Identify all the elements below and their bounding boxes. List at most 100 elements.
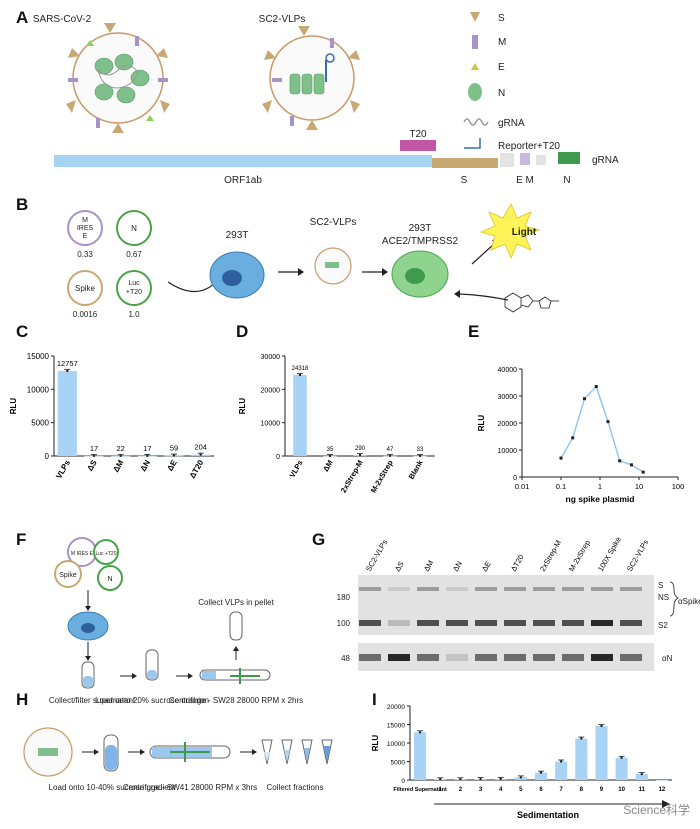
s-bar — [432, 158, 498, 168]
panel-letter-c: C — [16, 322, 29, 341]
y-tick-label: 30000 — [498, 394, 518, 401]
sc2-vlp-virion — [262, 26, 360, 130]
band — [591, 620, 613, 626]
f-plasmid-2: Luc +T20 — [96, 551, 117, 557]
y-tick-label: 5000 — [391, 760, 406, 767]
band — [475, 620, 497, 626]
data-label: 290 — [355, 446, 366, 452]
y-tick-label: 15000 — [387, 723, 405, 730]
band-ns: NS — [658, 593, 669, 602]
band — [504, 654, 526, 661]
lane-label: ΔS — [393, 560, 406, 573]
f-step-1: Collect/filter supernatant — [49, 696, 136, 705]
arrow-icon — [662, 800, 670, 808]
panel-g: SC2-VLPs ΔS ΔM ΔN ΔE ΔT20 2xStrep-M M-2xStrep 10… — [337, 535, 700, 671]
plasmid-spike: Spike — [75, 284, 96, 293]
data-point — [519, 776, 523, 779]
band — [475, 587, 497, 591]
y-tick-label: 10000 — [387, 741, 405, 748]
data-point — [199, 453, 202, 456]
n-gene-label: N — [563, 175, 570, 186]
plasmid-t20: +T20 — [126, 289, 142, 296]
ratio-2: 0.67 — [126, 250, 142, 259]
f-step-3: Centrifuge - SW28 28000 RPM x 2hrs — [169, 696, 303, 705]
y-tick-label: 20000 — [387, 704, 405, 711]
data-point — [119, 454, 122, 458]
data-label: 12757 — [57, 359, 78, 368]
lane-label: 2xStrep-M — [538, 539, 563, 573]
spike-plasmid — [54, 560, 82, 588]
x-tick-label: VLPs — [288, 459, 305, 480]
data-point — [629, 463, 633, 467]
panel-letter-i: I — [372, 690, 377, 709]
plasmid-ires: IRES — [77, 225, 94, 232]
lane-label: ΔN — [451, 559, 464, 573]
ratio-3: 0.0016 — [73, 310, 98, 319]
y-axis-label: RLU — [371, 735, 380, 752]
x-tick-label: ΔN — [139, 458, 153, 473]
y-axis-label: RLU — [477, 415, 486, 432]
x-tick-label: 2 — [459, 787, 463, 793]
data-point — [92, 454, 96, 458]
t20-bar — [400, 140, 436, 151]
data-label: 47 — [387, 447, 394, 453]
panel-f: M IRES E Luc +T20 Spike N Collect/filter… — [49, 537, 303, 705]
x-tick-label: 7 — [559, 787, 563, 793]
plasmid-luc: Luc — [128, 280, 140, 287]
data-label: 24318 — [292, 366, 309, 372]
cell2b-label: ACE2/TMPRSS2 — [382, 236, 459, 247]
reporter-icon — [464, 138, 481, 149]
x-tick-label: Blank — [407, 458, 425, 481]
data-label: 204 — [194, 443, 207, 452]
light-label: Light — [512, 227, 537, 238]
lane-label: M-2xStrep — [567, 539, 592, 573]
lane-label: ΔE — [480, 560, 493, 573]
t20-label: T20 — [409, 129, 427, 140]
data-point — [559, 456, 563, 460]
band — [591, 587, 613, 591]
band — [533, 620, 555, 626]
data-label: 35 — [327, 447, 334, 453]
bar — [615, 757, 628, 780]
f-step-4: Collect VLPs in pellet — [198, 598, 274, 607]
data-point — [172, 454, 176, 457]
data-label: 59 — [170, 444, 178, 453]
legend-reporter: Reporter+T20 — [498, 141, 560, 152]
band — [562, 654, 584, 661]
f-plasmid-4: N — [107, 576, 112, 583]
legend-n: N — [498, 88, 505, 99]
data-point — [479, 777, 482, 781]
panel-h: Load onto 10-40% sucrose gradient Centri… — [23, 727, 333, 792]
bar — [575, 738, 588, 780]
band — [446, 587, 468, 591]
bar — [414, 732, 427, 780]
f-step-2: Load onto 20% sucrose cushion — [95, 696, 209, 705]
n-icon — [468, 83, 482, 101]
s-gene-label: S — [461, 175, 468, 186]
plasmid-n: N — [131, 224, 137, 233]
x-tick-label: 10 — [618, 787, 625, 793]
band — [388, 587, 410, 591]
y-tick-label: 10000 — [27, 385, 50, 394]
data-point — [146, 454, 149, 458]
chart-i: 0 5000 10000 15000 20000 RLU Filtered Supernat… — [371, 704, 672, 820]
y-tick-label: 20000 — [498, 421, 518, 428]
data-label: 17 — [143, 444, 151, 453]
x-tick-label: 6 — [539, 787, 543, 793]
x-tick-label: 4 — [499, 787, 503, 793]
band — [533, 654, 555, 661]
antibody-spike: αSpike — [678, 597, 700, 606]
f-plasmid-1: M IRES E — [71, 551, 94, 557]
data-point — [388, 454, 392, 458]
bar — [595, 725, 608, 780]
data-point — [618, 459, 622, 463]
sars-cov-2-virion — [66, 23, 170, 133]
virus1-label: SARS-CoV-2 — [33, 14, 92, 25]
data-point — [418, 454, 422, 458]
x-tick-label: 1 — [439, 787, 443, 793]
x-axis-label: ng spike plasmid — [566, 494, 635, 504]
x-tick-label: 8 — [580, 787, 584, 793]
legend-s: S — [498, 13, 505, 24]
x-tick-label: 9 — [600, 787, 604, 793]
band-s: S — [658, 581, 663, 590]
